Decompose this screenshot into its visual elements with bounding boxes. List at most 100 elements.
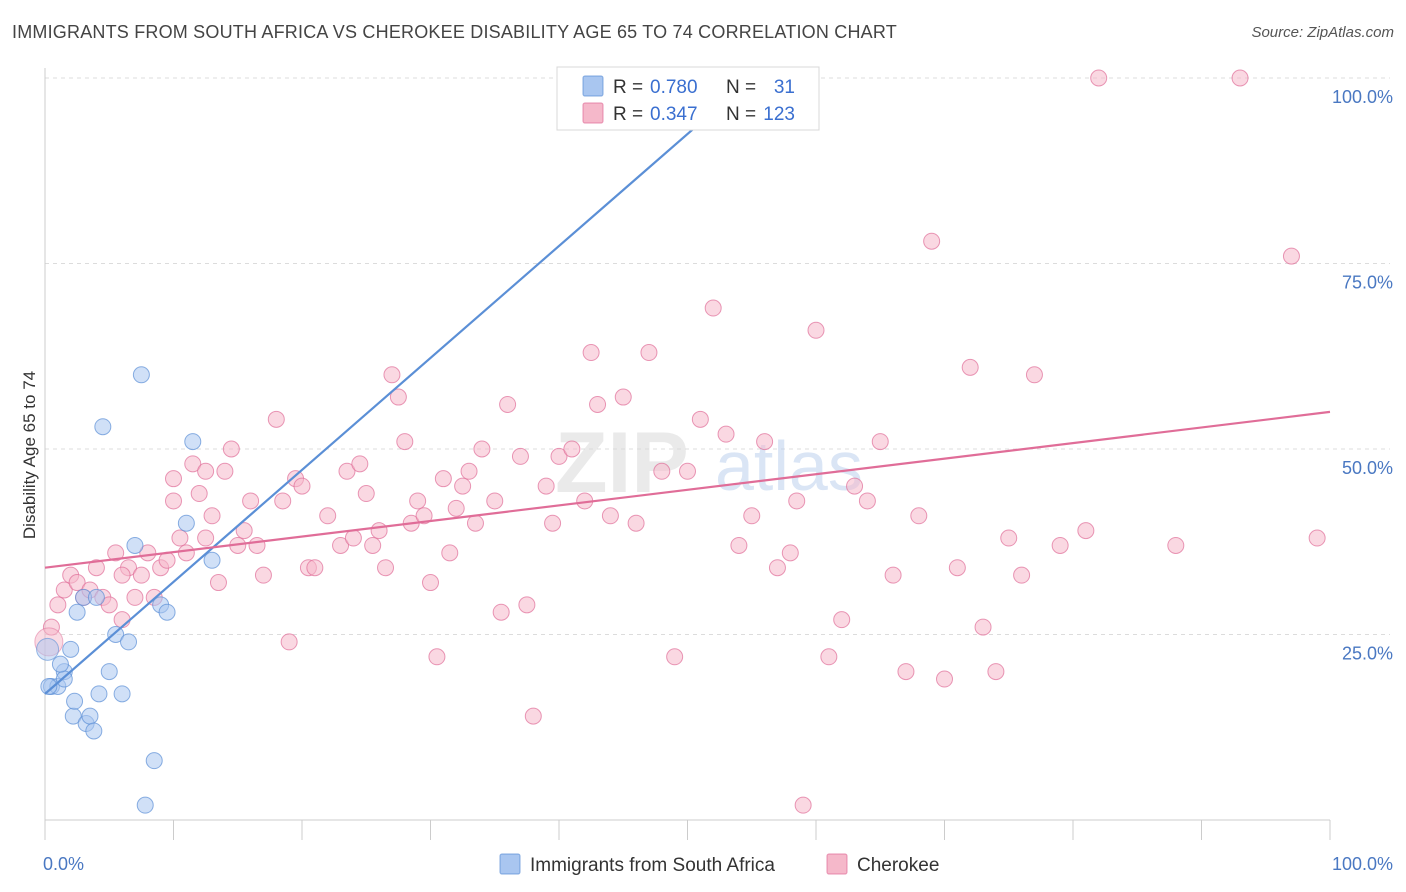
point-cherokee <box>351 455 369 473</box>
x-tick-label: 100.0% <box>1332 854 1393 874</box>
point-cherokee <box>434 470 452 488</box>
point-cherokee <box>357 485 375 503</box>
point-south-africa <box>62 640 80 658</box>
legend-label-south-africa: Immigrants from South Africa <box>530 855 775 876</box>
point-cherokee <box>846 477 864 495</box>
point-cherokee <box>640 344 658 362</box>
point-cherokee <box>1000 529 1018 547</box>
point-cherokee <box>807 321 825 339</box>
point-cherokee <box>319 507 337 525</box>
point-cherokee <box>1231 69 1249 87</box>
point-cherokee <box>679 462 696 480</box>
point-south-africa <box>36 637 60 661</box>
chart-title: IMMIGRANTS FROM SOUTH AFRICA VS CHEROKEE… <box>12 22 897 42</box>
point-cherokee <box>216 462 234 480</box>
point-cherokee <box>614 388 632 406</box>
point-cherokee <box>100 596 118 614</box>
point-cherokee <box>897 663 915 681</box>
x-tick-label: 0.0% <box>43 854 84 874</box>
legend-swatch-cherokee <box>582 102 604 124</box>
point-cherokee <box>280 633 298 651</box>
point-cherokee <box>871 433 889 451</box>
point-cherokee <box>499 395 517 413</box>
point-cherokee <box>396 433 414 451</box>
point-cherokee <box>511 447 529 465</box>
y-tick-label: 50.0% <box>1342 458 1393 478</box>
point-cherokee <box>948 559 966 577</box>
point-cherokee <box>691 410 709 428</box>
point-cherokee <box>107 544 125 562</box>
legend-correlation-box: R = 0.780 N = 31 R = 0.347 N = 123 <box>556 66 820 131</box>
point-south-africa <box>126 536 144 554</box>
point-cherokee <box>389 388 407 406</box>
point-cherokee <box>441 544 459 562</box>
legend-r-label: R = <box>613 104 643 125</box>
point-cherokee <box>781 544 799 562</box>
point-cherokee <box>756 433 774 451</box>
point-cherokee <box>113 566 131 584</box>
point-south-africa <box>94 418 112 436</box>
legend-r-value: 0.780 <box>650 77 698 98</box>
point-cherokee <box>1308 529 1326 547</box>
point-south-africa <box>85 722 103 740</box>
point-cherokee <box>653 462 671 480</box>
legend-r-value: 0.347 <box>650 104 698 125</box>
point-cherokee <box>222 440 240 458</box>
point-cherokee <box>383 366 401 384</box>
point-cherokee <box>717 425 735 443</box>
point-cherokee <box>454 477 472 495</box>
point-cherokee <box>139 544 157 562</box>
point-cherokee <box>409 492 427 510</box>
point-cherokee <box>961 358 979 376</box>
point-cherokee <box>293 477 311 495</box>
point-cherokee <box>936 670 953 688</box>
legend-swatch-south-africa <box>582 75 604 97</box>
point-south-africa <box>132 366 150 384</box>
point-cherokee <box>768 559 786 577</box>
point-south-africa <box>145 752 163 770</box>
trend-layer <box>44 77 1331 695</box>
point-cherokee <box>55 581 73 599</box>
point-south-africa <box>203 551 221 569</box>
point-cherokee <box>132 566 150 584</box>
point-cherokee <box>537 477 555 495</box>
point-cherokee <box>274 492 292 510</box>
axis-layer: 25.0% 50.0% 75.0% 100.0% 0.0% 100.0% <box>43 68 1393 874</box>
point-cherokee <box>377 559 395 577</box>
point-south-africa <box>120 633 138 651</box>
point-south-africa <box>51 655 69 673</box>
y-tick-label: 25.0% <box>1342 644 1393 664</box>
point-south-africa <box>87 588 105 606</box>
point-cherokee <box>1077 522 1095 540</box>
point-cherokee <box>563 440 581 458</box>
point-cherokee <box>788 492 806 510</box>
y-tick-label: 75.0% <box>1342 273 1393 293</box>
legend-swatch-cherokee <box>826 853 848 875</box>
point-cherokee <box>923 232 941 250</box>
point-cherokee <box>197 462 215 480</box>
point-cherokee <box>544 514 562 532</box>
point-south-africa <box>81 707 99 725</box>
point-cherokee <box>1090 69 1108 87</box>
point-cherokee <box>197 529 215 547</box>
trendline-cherokee <box>44 410 1331 569</box>
point-cherokee <box>550 447 568 465</box>
point-cherokee <box>833 611 851 629</box>
point-cherokee <box>344 529 362 547</box>
point-cherokee <box>165 470 182 488</box>
point-cherokee <box>582 344 600 362</box>
point-south-africa <box>184 433 202 451</box>
watermark-atlas: atlas <box>715 427 863 505</box>
point-cherokee <box>68 574 86 592</box>
point-cherokee <box>248 536 266 554</box>
point-cherokee <box>177 544 195 562</box>
point-south-africa <box>40 677 58 695</box>
legend-n-label: N = <box>726 104 756 125</box>
point-cherokee <box>165 492 182 510</box>
point-cherokee <box>1167 536 1185 554</box>
watermark-zip: ZIP <box>555 415 689 511</box>
point-cherokee <box>858 492 876 510</box>
point-cherokee <box>743 507 761 525</box>
